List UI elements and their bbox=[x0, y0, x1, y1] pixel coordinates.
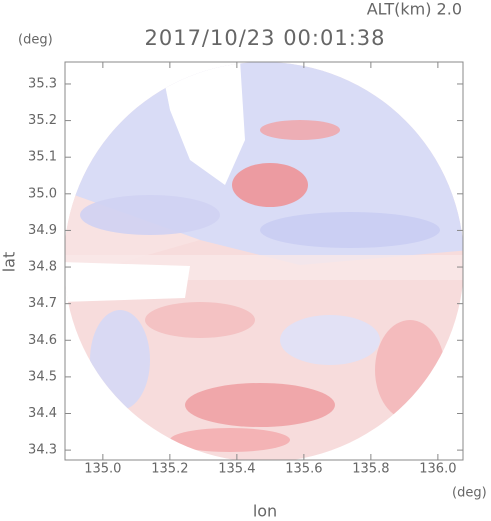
x-tick-label: 135.4 bbox=[218, 462, 255, 477]
y-tick-label: 34.6 bbox=[28, 333, 57, 348]
y-tick-label: 34.5 bbox=[28, 369, 57, 384]
chart-title: 2017/10/23 00:01:38 bbox=[144, 26, 385, 50]
x-tick-label: 135.8 bbox=[352, 462, 389, 477]
x-tick-label: 135.2 bbox=[151, 462, 188, 477]
x-tick-label: 135.0 bbox=[84, 462, 121, 477]
x-axis-label: lon bbox=[253, 502, 277, 521]
y-tick-label: 34.7 bbox=[28, 296, 57, 311]
x-tick-label: 135.6 bbox=[285, 462, 322, 477]
y-tick-label: 34.9 bbox=[28, 223, 57, 238]
radar-field bbox=[65, 62, 463, 460]
y-tick-label: 34.3 bbox=[28, 443, 57, 458]
y-tick-label: 34.8 bbox=[28, 260, 57, 275]
y-tick-label: 34.4 bbox=[28, 406, 57, 421]
plot-frame bbox=[64, 61, 464, 461]
y-axis-label: lat bbox=[0, 252, 19, 273]
y-tick-label: 35.0 bbox=[28, 186, 57, 201]
y-unit: (deg) bbox=[18, 33, 53, 48]
y-tick-label: 35.2 bbox=[28, 113, 57, 128]
x-unit: (deg) bbox=[452, 486, 487, 501]
y-tick-label: 35.3 bbox=[28, 76, 57, 91]
subtitle: ALT(km) 2.0 bbox=[367, 0, 462, 19]
y-tick-label: 35.1 bbox=[28, 150, 57, 165]
x-tick-label: 136.0 bbox=[419, 462, 456, 477]
